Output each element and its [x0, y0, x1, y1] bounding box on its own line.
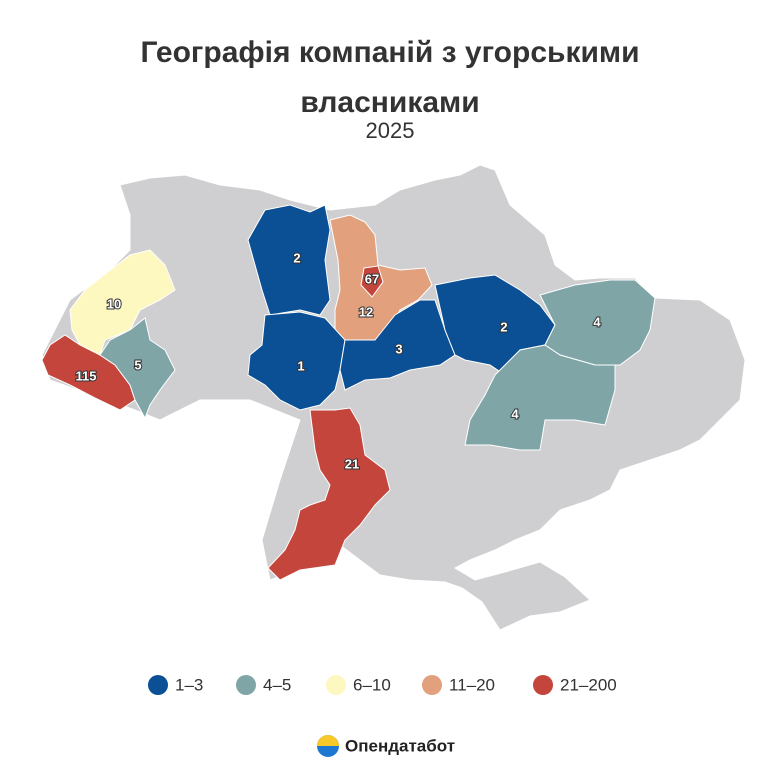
logo-icon-part: [317, 735, 339, 746]
logo-text: Опендатабот: [345, 736, 455, 755]
region-label: 3: [395, 341, 402, 356]
legend-swatch: [148, 675, 168, 695]
legend-swatch: [533, 675, 553, 695]
legend-label: 11–20: [449, 675, 495, 694]
country-outline: [41, 164, 746, 631]
legend-label: 4–5: [263, 675, 291, 694]
region-label: 5: [134, 357, 141, 372]
region: [267, 407, 391, 581]
legend-swatch: [236, 675, 256, 695]
region-label: 67: [365, 271, 379, 286]
legend-swatch: [326, 675, 346, 695]
title: Географія компаній з угорськими власника…: [140, 36, 640, 119]
legend-label: 1–3: [175, 675, 203, 694]
subtitle: 2025: [365, 118, 415, 143]
region: [464, 344, 616, 451]
region-label: 2: [500, 319, 507, 334]
region: [99, 317, 176, 420]
legend-label: 6–10: [353, 675, 391, 694]
legend-swatch: [422, 675, 442, 695]
region-label: 115: [76, 368, 97, 383]
region-label: 21: [345, 456, 359, 471]
legend: 1–3 4–5 6–10 11–20 21–200: [148, 675, 617, 695]
region: [360, 265, 384, 298]
region-label: 4: [511, 406, 519, 421]
region-label: 12: [359, 304, 373, 319]
region-label: 2: [293, 250, 300, 265]
region: [247, 204, 331, 316]
region-label: 1: [297, 358, 304, 373]
legend-label: 21–200: [560, 675, 617, 694]
logo: Опендатабот: [317, 735, 455, 757]
region: [247, 311, 346, 411]
region-label: 10: [107, 296, 121, 311]
region: [339, 299, 456, 391]
region-label: 4: [593, 314, 601, 329]
